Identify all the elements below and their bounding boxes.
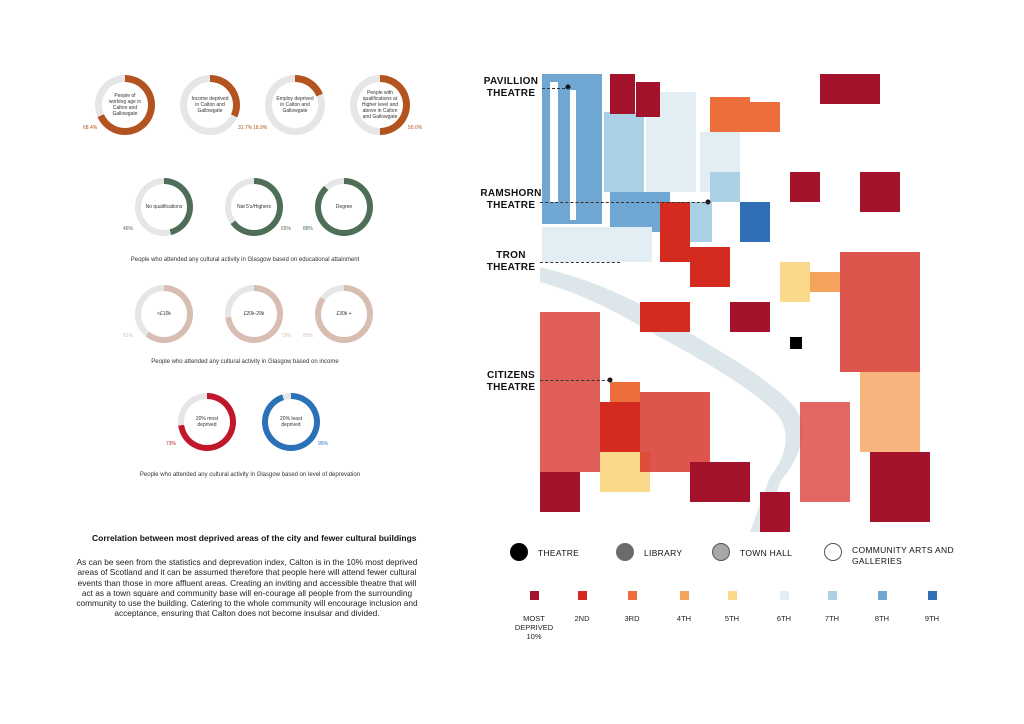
donut-percent: 61% bbox=[123, 333, 134, 339]
theatre-label-tron: TRON THEATRE bbox=[486, 250, 536, 273]
theatre-legend-dot bbox=[510, 543, 528, 561]
theatre-label-pavillion: PAVILLION THEATRE bbox=[483, 76, 539, 99]
deprivation-map bbox=[540, 74, 930, 532]
donut-percent: 73% bbox=[281, 333, 292, 339]
deprivation-swatch bbox=[828, 591, 837, 600]
donut-percent: 95% bbox=[318, 441, 329, 447]
donut-label: 20% most deprived bbox=[195, 416, 219, 428]
leader-ramshorn bbox=[540, 202, 710, 203]
deprivation-swatch bbox=[878, 591, 887, 600]
deprivation-swatch bbox=[578, 591, 587, 600]
donut-label: 20% least deprived bbox=[280, 416, 302, 428]
donut-chart: No qualifications 46% bbox=[123, 178, 193, 236]
donut-label: Income deprived in Calton and Gallowgate bbox=[191, 96, 229, 114]
donut-percent: 88% bbox=[303, 226, 314, 232]
citizens-marker bbox=[607, 377, 613, 383]
donut-label: £30k + bbox=[336, 311, 352, 317]
deprivation-swatch-label: 8TH bbox=[874, 614, 890, 623]
deprivation-swatch-label: 2ND bbox=[574, 614, 590, 623]
donut-label: <£10k bbox=[157, 311, 171, 317]
deprivation-swatch-label: 6TH bbox=[776, 614, 792, 623]
section-heading: Correlation between most deprived areas … bbox=[92, 533, 417, 543]
donut-chart: £30k + 85% bbox=[303, 285, 373, 343]
donut-chart: Employ deprived in Calton and Gallowgate… bbox=[253, 75, 325, 135]
donut-label: £20k-29k bbox=[243, 311, 265, 317]
theatre-label-ramshorn: RAMSHORN THEATRE bbox=[480, 188, 542, 211]
library-legend-dot bbox=[616, 543, 634, 561]
donut-label: People with qualifications at Higher lev… bbox=[361, 90, 399, 120]
donut-chart: People with qualifications at Higher lev… bbox=[350, 75, 422, 135]
donut-percent: 46% bbox=[123, 226, 134, 232]
deprivation-swatch bbox=[680, 591, 689, 600]
education-caption: People who attended any cultural activit… bbox=[130, 257, 360, 263]
new-theatre-site bbox=[790, 337, 802, 349]
donut-percent: 18.9% bbox=[253, 125, 268, 131]
donut-percent: 65% bbox=[281, 226, 292, 232]
deprivation-swatch bbox=[928, 591, 937, 600]
donut-chart: 20% most deprived 73% bbox=[166, 393, 236, 451]
donut-percent: 68.4% bbox=[83, 125, 98, 131]
deprivation-swatch bbox=[780, 591, 789, 600]
library-legend-label: LIBRARY bbox=[644, 548, 683, 558]
deprivation-swatch bbox=[628, 591, 637, 600]
donut-percent: 50.0% bbox=[408, 125, 423, 131]
theatre-legend-label: THEATRE bbox=[538, 548, 580, 558]
deprivation-caption: People who attended any cultural activit… bbox=[139, 472, 361, 478]
deprivation-swatch-label: 9TH bbox=[924, 614, 940, 623]
donut-chart: Income deprived in Calton and Gallowgate… bbox=[180, 75, 252, 135]
donut-chart: Nat 5's/Highers 65% bbox=[225, 178, 291, 236]
deprivation-swatch-label: 7TH bbox=[824, 614, 840, 623]
theatre-label-citizens: CITIZENS THEATRE bbox=[486, 370, 536, 393]
leader-citizens bbox=[540, 380, 610, 381]
donut-chart: Degree 88% bbox=[303, 178, 373, 236]
deprived-blocks bbox=[540, 74, 930, 532]
leader-pavillion bbox=[542, 88, 570, 89]
donut-label: Nat 5's/Highers bbox=[236, 204, 272, 210]
leader-tron bbox=[540, 262, 620, 263]
deprivation-swatch bbox=[530, 591, 539, 600]
donut-chart: People of working age in Calton and Gall… bbox=[83, 75, 155, 135]
donut-percent: 73% bbox=[166, 441, 177, 447]
deprivation-swatch-label: MOST DEPRIVED 10% bbox=[514, 614, 554, 641]
donut-label: No qualifications bbox=[145, 204, 183, 210]
deprivation-swatch bbox=[728, 591, 737, 600]
body-paragraph: As can be seen from the statistics and d… bbox=[76, 557, 418, 619]
town-hall-legend-dot bbox=[712, 543, 730, 561]
donut-percent: 85% bbox=[303, 333, 314, 339]
deprivation-swatch-label: 4TH bbox=[676, 614, 692, 623]
donut-chart: <£10k 61% bbox=[123, 285, 193, 343]
deprivation-swatch-label: 5TH bbox=[724, 614, 740, 623]
donut-percent: 31.7% bbox=[238, 125, 253, 131]
donut-chart: £20k-29k 73% bbox=[225, 285, 291, 343]
donut-label: Employ deprived in Calton and Gallowgate bbox=[276, 96, 314, 114]
community-arts-legend-dot bbox=[824, 543, 842, 561]
donut-label: Degree bbox=[335, 204, 353, 210]
donut-chart: 20% least deprived 95% bbox=[262, 393, 328, 451]
community-arts-legend-label: COMMUNITY ARTS AND GALLERIES bbox=[852, 545, 954, 566]
city-centre-blocks bbox=[542, 74, 770, 262]
deprivation-swatch-label: 3RD bbox=[624, 614, 640, 623]
income-caption: People who attended any cultural activit… bbox=[151, 359, 339, 365]
town-hall-legend-label: TOWN HALL bbox=[740, 548, 793, 558]
donut-label: People of working age in Calton and Gall… bbox=[108, 93, 142, 117]
